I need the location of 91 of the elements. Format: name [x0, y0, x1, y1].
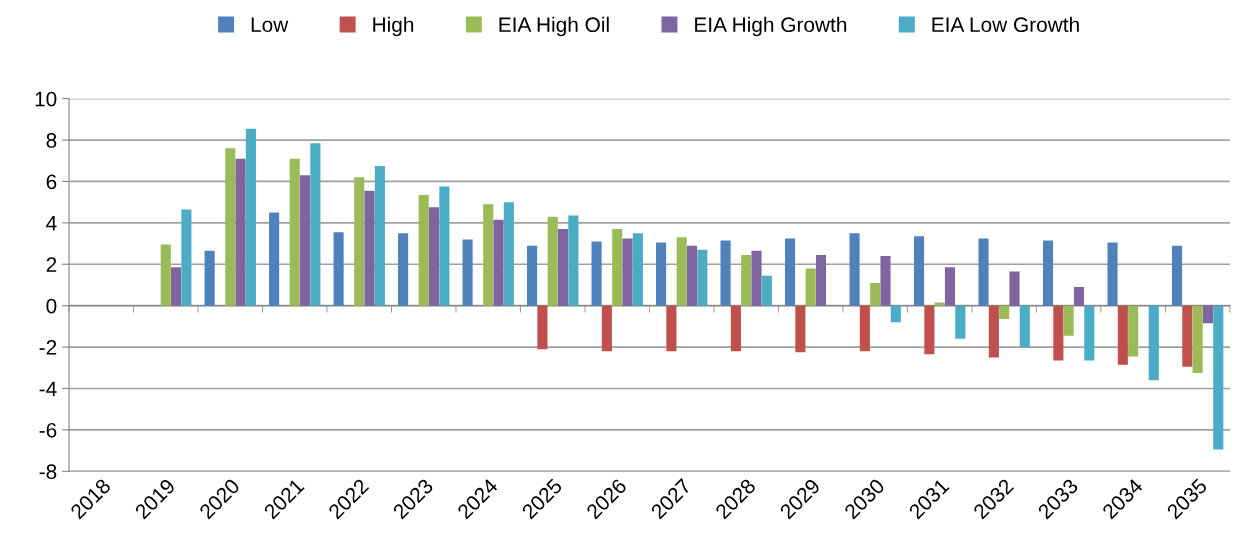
- legend-label: EIA Low Growth: [932, 16, 1079, 33]
- y-tick-label: -8: [39, 464, 57, 480]
- bar: [622, 238, 633, 306]
- bar: [537, 305, 548, 350]
- bar: [568, 215, 579, 306]
- bar: [934, 302, 945, 306]
- y-tick-label: 0: [46, 298, 57, 314]
- bar: [1107, 242, 1118, 306]
- bar: [785, 238, 796, 306]
- bar: [1117, 305, 1128, 365]
- bar: [1148, 305, 1159, 381]
- y-tick-label: 10: [35, 91, 57, 107]
- bar: [269, 212, 280, 306]
- bar: [697, 249, 708, 306]
- bar: [944, 267, 956, 306]
- bar: [761, 275, 772, 306]
- bar: [557, 229, 569, 306]
- bar: [859, 305, 870, 352]
- bar: [483, 204, 494, 306]
- bar: [849, 233, 860, 306]
- bar: [225, 148, 236, 306]
- bar: [601, 305, 612, 352]
- bar: [632, 233, 643, 306]
- bar: [439, 186, 450, 306]
- bar: [310, 143, 321, 306]
- bar: [890, 305, 901, 323]
- bar: [1042, 240, 1054, 306]
- bar: [686, 245, 698, 306]
- legend-label: Low: [251, 17, 289, 33]
- bar: [374, 165, 385, 306]
- bar: [333, 232, 344, 306]
- bar: [1053, 305, 1064, 361]
- bar: [1084, 305, 1095, 361]
- bar: [955, 305, 966, 339]
- bar: [462, 239, 473, 306]
- bar: [880, 255, 891, 306]
- bar: [171, 267, 182, 306]
- bar: [751, 250, 762, 306]
- legend-label: EIA High Growth: [695, 16, 847, 37]
- bar: [235, 158, 246, 306]
- bar: [720, 240, 731, 306]
- y-tick-label: -2: [39, 340, 57, 355]
- bar: [1182, 305, 1193, 367]
- bar: [1171, 245, 1183, 306]
- bar: [924, 305, 935, 355]
- bar: [181, 209, 192, 306]
- bar: [870, 282, 881, 306]
- bar: [1213, 305, 1224, 450]
- bar: [1009, 271, 1020, 306]
- bar: [1063, 305, 1074, 336]
- bar: [815, 254, 827, 306]
- legend-label: EIA High Oil: [499, 16, 609, 37]
- bar: [354, 177, 365, 306]
- bar: [1202, 305, 1214, 324]
- bar: [289, 158, 300, 306]
- bar: [300, 175, 311, 306]
- y-tick-label: -6: [39, 422, 57, 438]
- bar: [913, 236, 925, 306]
- bar: [795, 305, 806, 353]
- y-tick-label: 6: [46, 174, 57, 190]
- bar: [656, 242, 667, 306]
- bar: [1192, 305, 1203, 373]
- bar: [418, 194, 429, 306]
- bar: [503, 202, 514, 306]
- bar: [591, 241, 602, 306]
- legend-label: High: [373, 16, 414, 37]
- bar: [527, 245, 538, 306]
- bar: [805, 268, 816, 306]
- y-tick-label: 2: [46, 257, 57, 272]
- bar: [364, 190, 375, 306]
- bar: [730, 305, 741, 352]
- bar: [547, 216, 558, 306]
- bar: [988, 305, 999, 358]
- bar: [978, 238, 989, 306]
- bar: [493, 219, 504, 306]
- bar: [1128, 305, 1139, 357]
- y-tick-label: 8: [46, 133, 57, 148]
- bar: [1019, 305, 1030, 348]
- bar: [1073, 287, 1085, 306]
- bar: [398, 233, 409, 306]
- y-tick-label: -4: [39, 381, 57, 397]
- bar: [741, 254, 752, 306]
- bar: [245, 128, 256, 306]
- bar: [666, 305, 677, 352]
- bar: [204, 250, 215, 306]
- bar: [612, 229, 623, 306]
- bar: [676, 237, 687, 306]
- bar: [999, 305, 1010, 320]
- bar: [429, 207, 440, 306]
- y-tick-label: 4: [46, 216, 57, 231]
- bar: [160, 244, 171, 306]
